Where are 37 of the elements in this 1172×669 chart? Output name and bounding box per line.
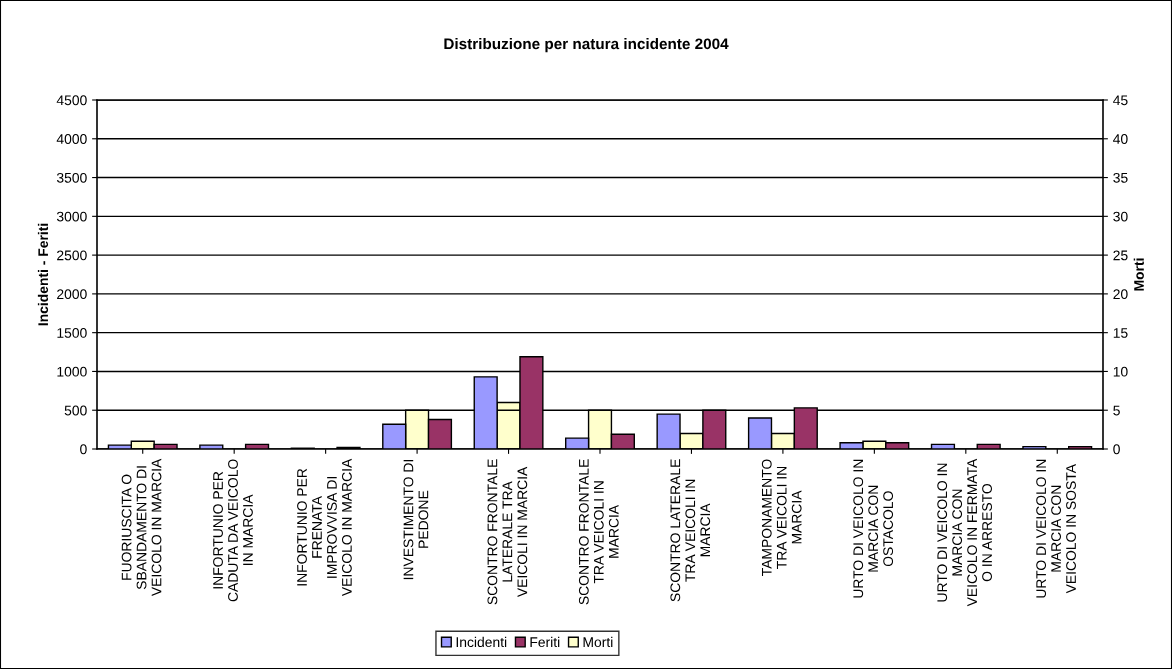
y2-tick-label: 0 [1113,444,1120,455]
x-tick-label: SCONTRO FRONTALE TRA VEICOLI IN MARCIA [578,459,619,605]
legend-label: Feriti [530,636,560,648]
y2-tick-label: 15 [1113,328,1128,338]
y2-tick-label: 40 [1113,134,1128,144]
x-tick-label: INVESTIMENTO DI PEDONE [403,460,429,580]
x-tick-label: URTO DI VEICOLO IN MARCIA CON VEICOLO IN FERMATA O IN ARRESTO [937,458,992,607]
x-tick-label: TAMPONAMENTO TRA VEICOLI IN MARCIA [761,459,802,576]
y2-tick-label: 45 [1113,95,1128,106]
y-tick-label: 1000 [57,366,87,377]
x-tick-label: INFORTUNIO PER FRENATA IMPROVVISA DI VEICOLO IN MARCIA [297,458,352,597]
y2-tick-label: 25 [1113,250,1128,261]
y-tick-label: 3500 [56,172,87,183]
y-tick-label: 4500 [56,95,87,106]
y2-tick-label: 20 [1113,289,1128,300]
y-tick-label: 500 [64,405,87,416]
chart-title: Distribuzione per natura incidente 2004 [444,38,729,53]
x-tick-label: URTO DI VEICOLO IN MARCIA CON VEICOLO IN SOSTA [1036,459,1076,598]
x-tick-label: SCONTRO LATERALE TRA VEICOLI IN MARCIA [670,459,711,602]
y-tick-label: 1500 [57,328,87,338]
y-tick-label: 0 [80,444,87,455]
legend-label: Morti [583,636,613,648]
legend-label: Incidenti [456,636,507,648]
y2-tick-label: 30 [1113,211,1128,222]
y-tick-label: 3000 [56,211,87,222]
y2-tick-label: 35 [1113,172,1128,183]
y-tick-label: 2500 [57,250,87,261]
x-tick-label: INFORTUNIO PER CADUTA DA VEICOLO IN MARCIA [213,459,253,602]
y2-tick-label: 5 [1113,405,1120,416]
y-tick-label: 2000 [57,289,87,300]
x-tick-label: SCONTRO FRONTALE LATERALE TRA VEICOLI IN MARCIA [487,459,528,605]
x-tick-label: FUORIUSCITA O SBANDAMENTO DI VEICOLO IN MARCIA [121,458,162,597]
y2-tick-label: 10 [1113,366,1128,377]
y-tick-label: 4000 [56,134,87,144]
x-tick-label: URTO DI VEICOLO IN MARCIA CON OSTACOLO [853,459,894,598]
y-axis-title: Incidenti - Feriti [37,223,49,326]
y2-axis-title: Morti [1133,258,1144,291]
